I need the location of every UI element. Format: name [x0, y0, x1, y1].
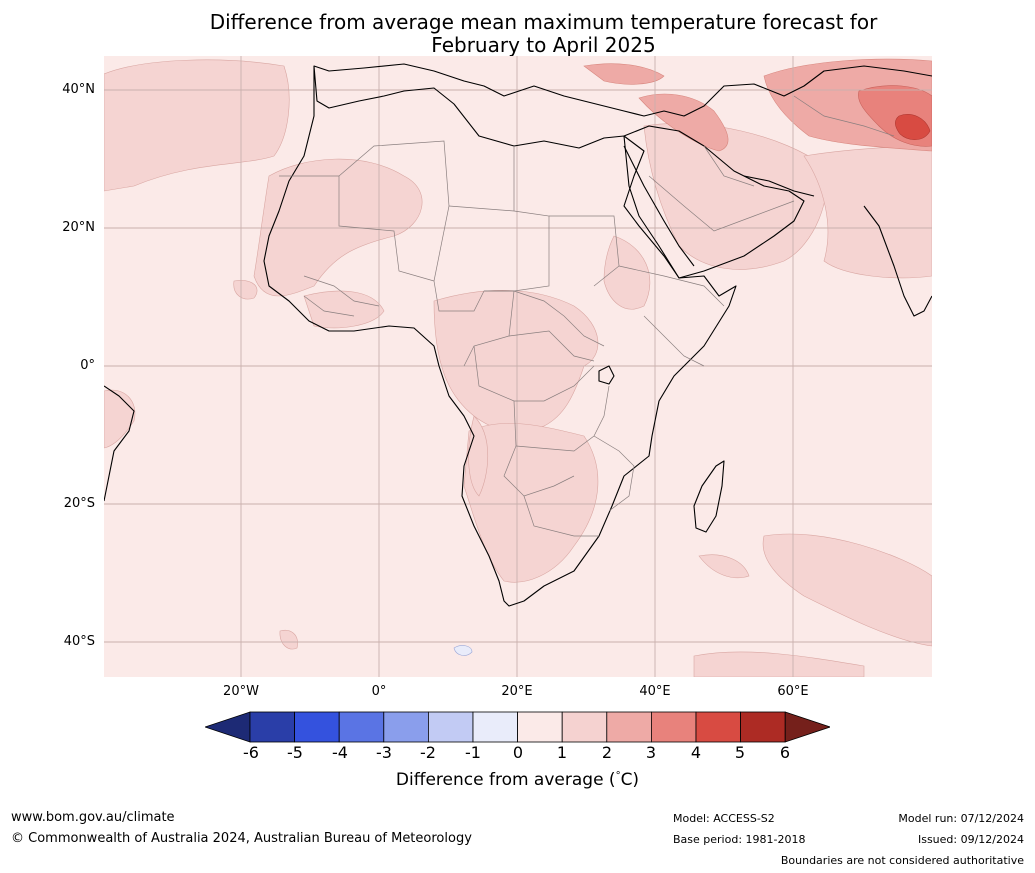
lon-label-0: 0° — [371, 684, 387, 699]
anomaly-map — [104, 56, 932, 677]
colorbar — [205, 711, 830, 743]
colorbar-tick: -1 — [465, 743, 481, 762]
colorbar-tick: 1 — [556, 743, 568, 762]
colorbar-segment — [383, 711, 429, 743]
anomaly-patch-cape-verde — [233, 280, 258, 300]
anomaly-patch-south-atlantic-small — [279, 629, 298, 650]
footer-website-link[interactable]: www.bom.gov.au/climate — [11, 810, 175, 825]
colorbar-tick: 2 — [601, 743, 613, 762]
lon-label-40e: 40°E — [639, 684, 671, 699]
anomaly-patch-south-indian-ocean — [762, 533, 932, 647]
lat-label-40s: 40°S — [63, 634, 95, 649]
footer-model-run: Model run: 07/12/2024 — [898, 812, 1024, 825]
colorbar-segment — [606, 711, 652, 743]
colorbar-extend-low — [205, 711, 251, 743]
anomaly-patch-cool — [453, 645, 473, 656]
africa-coastline — [263, 65, 737, 607]
colorbar-segment — [517, 711, 563, 743]
graticule — [104, 56, 932, 677]
arabia-coastline — [623, 125, 805, 279]
lon-label-20w: 20°W — [223, 684, 259, 699]
colorbar-tick: 4 — [690, 743, 702, 762]
footer-model: Model: ACCESS-S2 — [673, 812, 775, 825]
anomaly-patch-southern-ocean — [693, 651, 865, 677]
anomaly-4-to-5-regions — [895, 114, 931, 140]
colorbar-extend-high — [784, 711, 830, 743]
lat-label-20n: 20°N — [62, 220, 95, 235]
anomaly-patch-west-africa — [253, 158, 423, 297]
anomaly-patch-sahel-east — [603, 235, 651, 310]
coastlines — [104, 63, 932, 607]
colorbar-segment — [294, 711, 340, 743]
anomaly-patch-gulf-of-guinea-coast — [303, 290, 385, 329]
colorbar-segment — [427, 711, 474, 743]
colorbar-label-text: Difference from average ( — [395, 770, 616, 790]
colorbar-tick: -6 — [243, 743, 259, 762]
colorbar-segment — [561, 711, 608, 743]
anomaly-patch-mozambique — [698, 554, 750, 579]
colorbar-segment — [472, 711, 518, 743]
map-title-line2: February to April 2025 — [431, 33, 656, 57]
colorbar-tick: 3 — [645, 743, 657, 762]
lon-label-20e: 20°E — [501, 684, 533, 699]
colorbar-tick: -4 — [332, 743, 348, 762]
anomaly-patch-arabia — [643, 123, 827, 270]
colorbar-tick: -3 — [376, 743, 392, 762]
colorbar-segment — [249, 711, 295, 743]
anomaly-patch-angola-coast — [468, 415, 489, 497]
madagascar-coastline — [693, 460, 725, 533]
lat-label-20s: 20°S — [63, 496, 95, 511]
europe-coastline — [313, 63, 932, 117]
colorbar-tick: 6 — [779, 743, 791, 762]
red-sea-coastline — [623, 145, 695, 267]
india-coastline — [863, 205, 932, 317]
footer-disclaimer: Boundaries are not considered authoritat… — [780, 854, 1024, 867]
colorbar-segment — [338, 711, 385, 743]
colorbar-tick: -2 — [420, 743, 436, 762]
south-america-coastline — [104, 385, 135, 502]
colorbar-segment — [650, 711, 697, 743]
colorbar-segment — [740, 711, 786, 743]
colorbar-tick: -5 — [287, 743, 303, 762]
colorbar-tick: 0 — [512, 743, 524, 762]
footer-issued: Issued: 09/12/2024 — [917, 833, 1024, 846]
country-borders — [279, 95, 895, 537]
persian-gulf-coastline — [743, 175, 815, 197]
lon-label-60e: 60°E — [777, 684, 809, 699]
colorbar-label-unit: C) — [620, 770, 640, 790]
footer-copyright: © Commonwealth of Australia 2024, Austra… — [11, 831, 472, 846]
footer-base-period: Base period: 1981-2018 — [673, 833, 806, 846]
anomaly-patch-mediterranean-east — [583, 63, 665, 85]
colorbar-label: Difference from average (°C) — [0, 770, 1035, 790]
anomaly-patch-central-africa — [433, 290, 599, 432]
colorbar-tick: 5 — [734, 743, 746, 762]
anomaly-patch-hotspot — [895, 114, 931, 140]
anomaly-patch-north-atlantic — [104, 59, 290, 192]
lat-label-40n: 40°N — [62, 82, 95, 97]
colorbar-segment — [695, 711, 741, 743]
map-title-line1: Difference from average mean maximum tem… — [209, 10, 878, 34]
colorbar-label-degree: ° — [615, 770, 621, 782]
lat-label-0: 0° — [80, 358, 95, 373]
lake-victoria — [598, 365, 615, 385]
